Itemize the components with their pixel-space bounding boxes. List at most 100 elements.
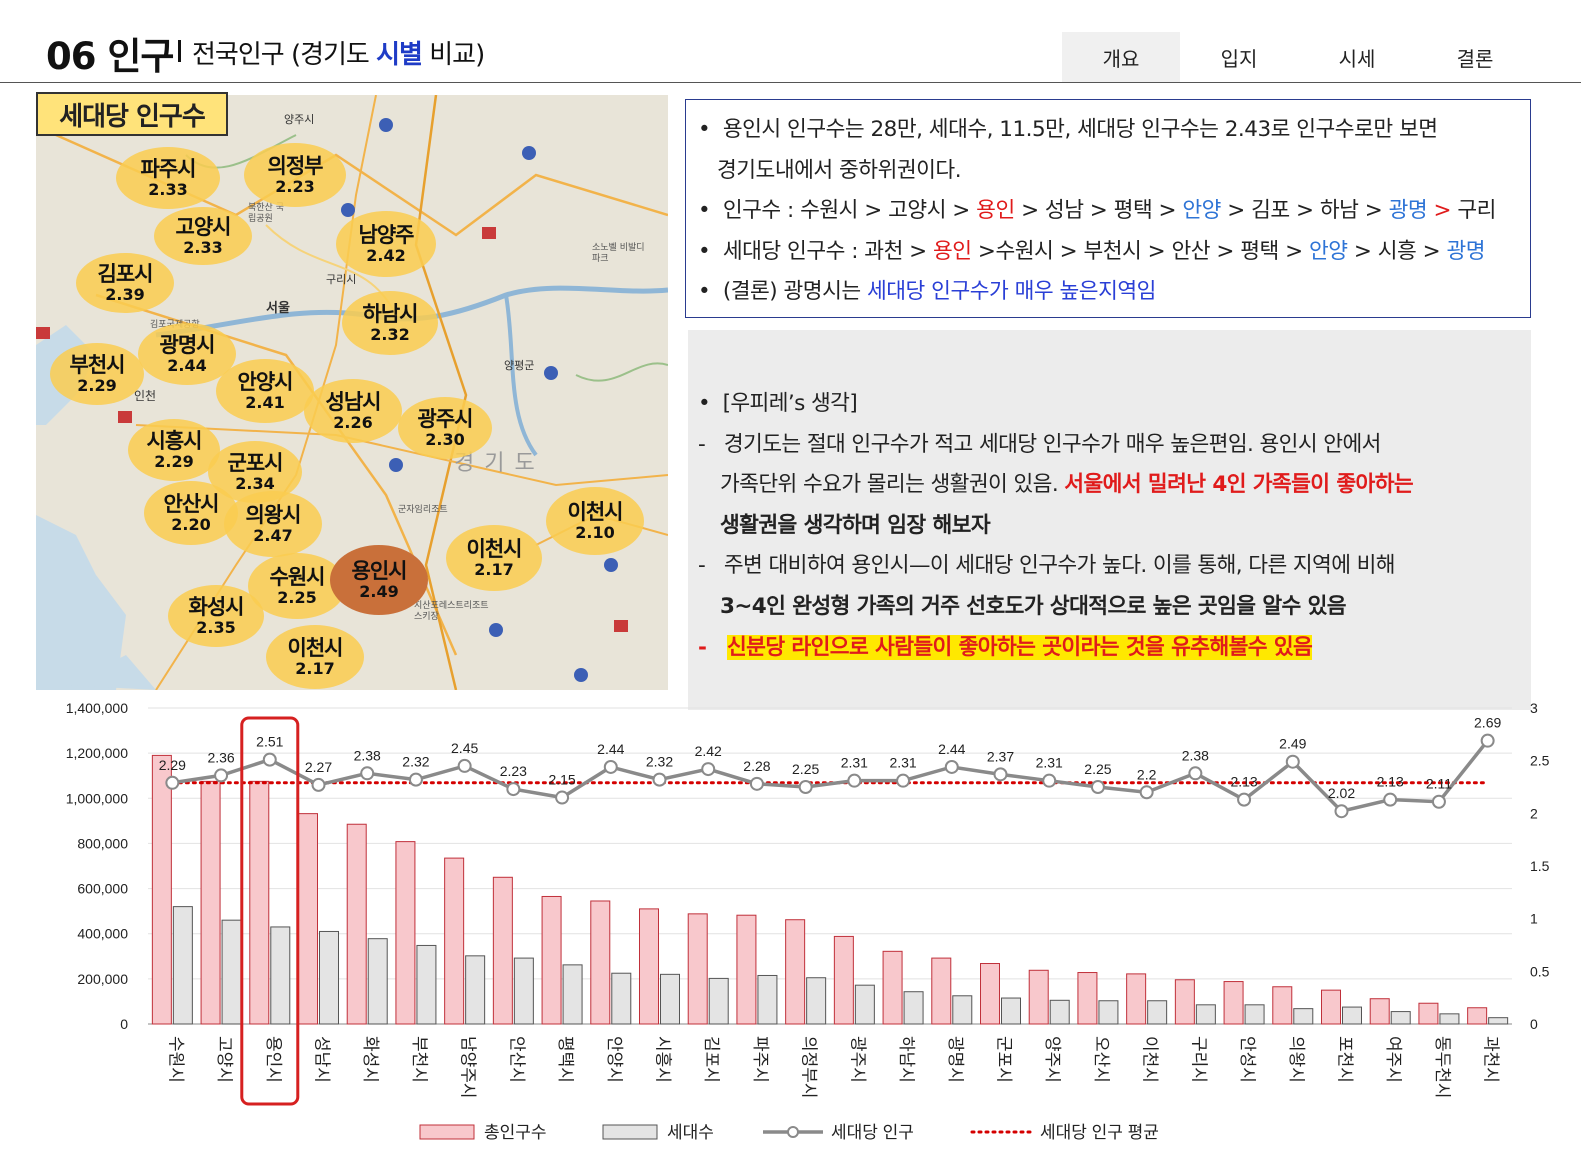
x-axis-category-label: 성남시 — [313, 1036, 332, 1083]
legend-label: 세대수 — [667, 1123, 714, 1142]
bar-households — [660, 973, 680, 1025]
opinion-line: 생활권을 생각하며 임장 해보자 — [720, 512, 991, 538]
bar-households — [1390, 1011, 1411, 1025]
x-axis-category-label: 안성시 — [1238, 1036, 1257, 1083]
opinion-box: • [우피레’s 생각] - 경기도는 절대 인구수가 적고 세대당 인구수가 … — [688, 330, 1531, 710]
city-bubble: 김포시 2.39 — [76, 253, 174, 313]
population-chart: 1,400,000 1,200,000 1,000,000 800,000 600,00… — [66, 700, 1550, 1142]
y-axis-tick-label: 1,000,000 — [66, 790, 128, 806]
x-axis-category-label: 과천시 — [1482, 1036, 1501, 1083]
per-household-point — [214, 768, 229, 783]
x-axis-category-label: 김포시 — [702, 1036, 721, 1083]
section-number: 06 인구 — [46, 35, 174, 78]
legend-swatch-households — [602, 1124, 658, 1140]
tab-conclusion[interactable]: 결론 — [1456, 46, 1494, 71]
per-household-point — [262, 752, 277, 767]
y2-axis-tick-label: 1 — [1530, 911, 1538, 927]
data-label: 2.69 — [1474, 715, 1501, 731]
city-bubble: 광주시 2.30 — [398, 397, 492, 459]
summary-line: • 세대당 인구수 : 과천 > 용인 >수원시 > 부천시 > 안산 > 평택… — [698, 238, 1486, 264]
bar-total-population — [1467, 1007, 1488, 1025]
summary-line: • (결론) 광명시는 세대당 인구수가 매우 높은지역임 — [698, 279, 1156, 305]
city-bubble: 성남시 2.26 — [304, 379, 402, 443]
per-household-point — [1237, 792, 1252, 807]
city-bubble: 이천시 2.17 — [446, 525, 542, 591]
bar-total-population — [980, 963, 1000, 1025]
x-axis-category-label: 광명시 — [946, 1036, 965, 1083]
bar-households — [319, 930, 339, 1025]
opinion-line: - 신분당 라인으로 사람들이 좋아하는 곳이라는 것을 유추해볼수 있음 — [698, 634, 1313, 660]
bar-households — [1147, 1000, 1168, 1025]
x-axis-category-label: 안산시 — [507, 1036, 526, 1083]
per-household-point — [408, 772, 423, 787]
per-household-point — [165, 775, 180, 790]
y-axis-tick-label: 0 — [120, 1016, 128, 1032]
per-household-point — [1090, 780, 1105, 794]
x-axis-category-label: 고양시 — [215, 1036, 234, 1083]
summary-box: • 용인시 인구수는 28만, 세대수, 11.5만, 세대당 인구수는 2.4… — [685, 99, 1531, 318]
x-axis-category-label: 용인시 — [264, 1036, 283, 1083]
data-label: 2.44 — [597, 741, 624, 757]
opinion-line: 가족단위 수요가 몰리는 생활권이 있음. 서울에서 밀려난 4인 가족들이 좋… — [720, 472, 1414, 498]
bar-total-population — [1174, 979, 1195, 1025]
map-label: 인천 — [134, 389, 157, 403]
legend-label: 세대당 인구 평균 — [1040, 1123, 1159, 1142]
bar-households — [1049, 999, 1070, 1025]
per-household-point — [798, 780, 813, 794]
city-bubble: 의왕시 2.47 — [224, 491, 322, 557]
x-axis-category-label: 구리시 — [1189, 1036, 1208, 1083]
bar-total-population — [151, 754, 172, 1025]
per-household-point — [1139, 785, 1154, 800]
city-bubble: 시흥시 2.29 — [128, 419, 220, 481]
city-bubble: 남양주 2.42 — [336, 211, 436, 277]
y2-axis-tick-label: 3 — [1530, 700, 1538, 716]
x-axis-category-label: 화성시 — [361, 1036, 380, 1083]
data-label: 2.25 — [1084, 761, 1111, 777]
bar-total-population — [931, 957, 952, 1025]
bar-households — [562, 964, 583, 1025]
per-household-point — [896, 773, 911, 788]
x-axis-category-label: 포천시 — [1336, 1036, 1355, 1083]
x-axis-category-label: 파주시 — [751, 1036, 770, 1083]
bar-total-population — [1272, 986, 1293, 1025]
x-axis-category-label: 군포시 — [995, 1036, 1014, 1083]
bar-total-population — [249, 780, 270, 1025]
tab-price[interactable]: 시세 — [1338, 46, 1376, 71]
tab-bar: 개요 입지 시세 결론 — [1062, 32, 1534, 82]
tab-location[interactable]: 입지 — [1220, 46, 1258, 71]
x-axis-category-label: 동두천시 — [1433, 1036, 1452, 1099]
per-household-point — [506, 782, 521, 797]
bar-households — [221, 919, 242, 1025]
tab-overview[interactable]: 개요 — [1062, 32, 1180, 82]
city-bubble: 고양시 2.33 — [154, 207, 252, 265]
bar-households — [367, 938, 388, 1025]
y-axis-tick-label: 800,000 — [77, 835, 128, 851]
per-household-point — [555, 790, 570, 805]
bar-total-population — [639, 908, 659, 1025]
map-label: 서울 — [266, 301, 290, 316]
bar-total-population — [395, 841, 416, 1025]
x-axis-category-label: 하남시 — [897, 1036, 916, 1083]
data-label: 2.27 — [305, 759, 332, 775]
data-label: 2.23 — [500, 763, 527, 779]
y-axis-tick-label: 1,400,000 — [66, 700, 128, 716]
x-axis-category-label: 여주시 — [1384, 1036, 1403, 1083]
page-header: 06 인구 전국인구 (경기도 시별 비교) 개요 입지 시세 결론 — [0, 0, 1581, 83]
bar-total-population — [1028, 969, 1049, 1025]
bar-households — [1293, 1008, 1314, 1025]
per-household-point — [944, 759, 959, 774]
bar-households — [1244, 1004, 1265, 1025]
map-title: 세대당 인구수 — [36, 92, 228, 136]
per-household-point — [603, 759, 618, 774]
y-axis-tick-label: 600,000 — [77, 881, 128, 897]
data-label: 2.15 — [548, 772, 575, 788]
bar-households — [1439, 1013, 1460, 1025]
bar-total-population — [200, 780, 221, 1025]
x-axis-category-label: 평택시 — [556, 1036, 575, 1083]
bar-total-population — [1369, 998, 1390, 1025]
data-label: 2.2 — [1137, 766, 1157, 782]
summary-line: • 인구수 : 수원시 > 고양시 > 용인 > 성남 > 평택 > 안양 > … — [698, 198, 1496, 224]
y2-axis-tick-label: 2 — [1530, 805, 1538, 821]
data-label: 2.44 — [938, 741, 965, 757]
bar-total-population — [541, 895, 562, 1025]
